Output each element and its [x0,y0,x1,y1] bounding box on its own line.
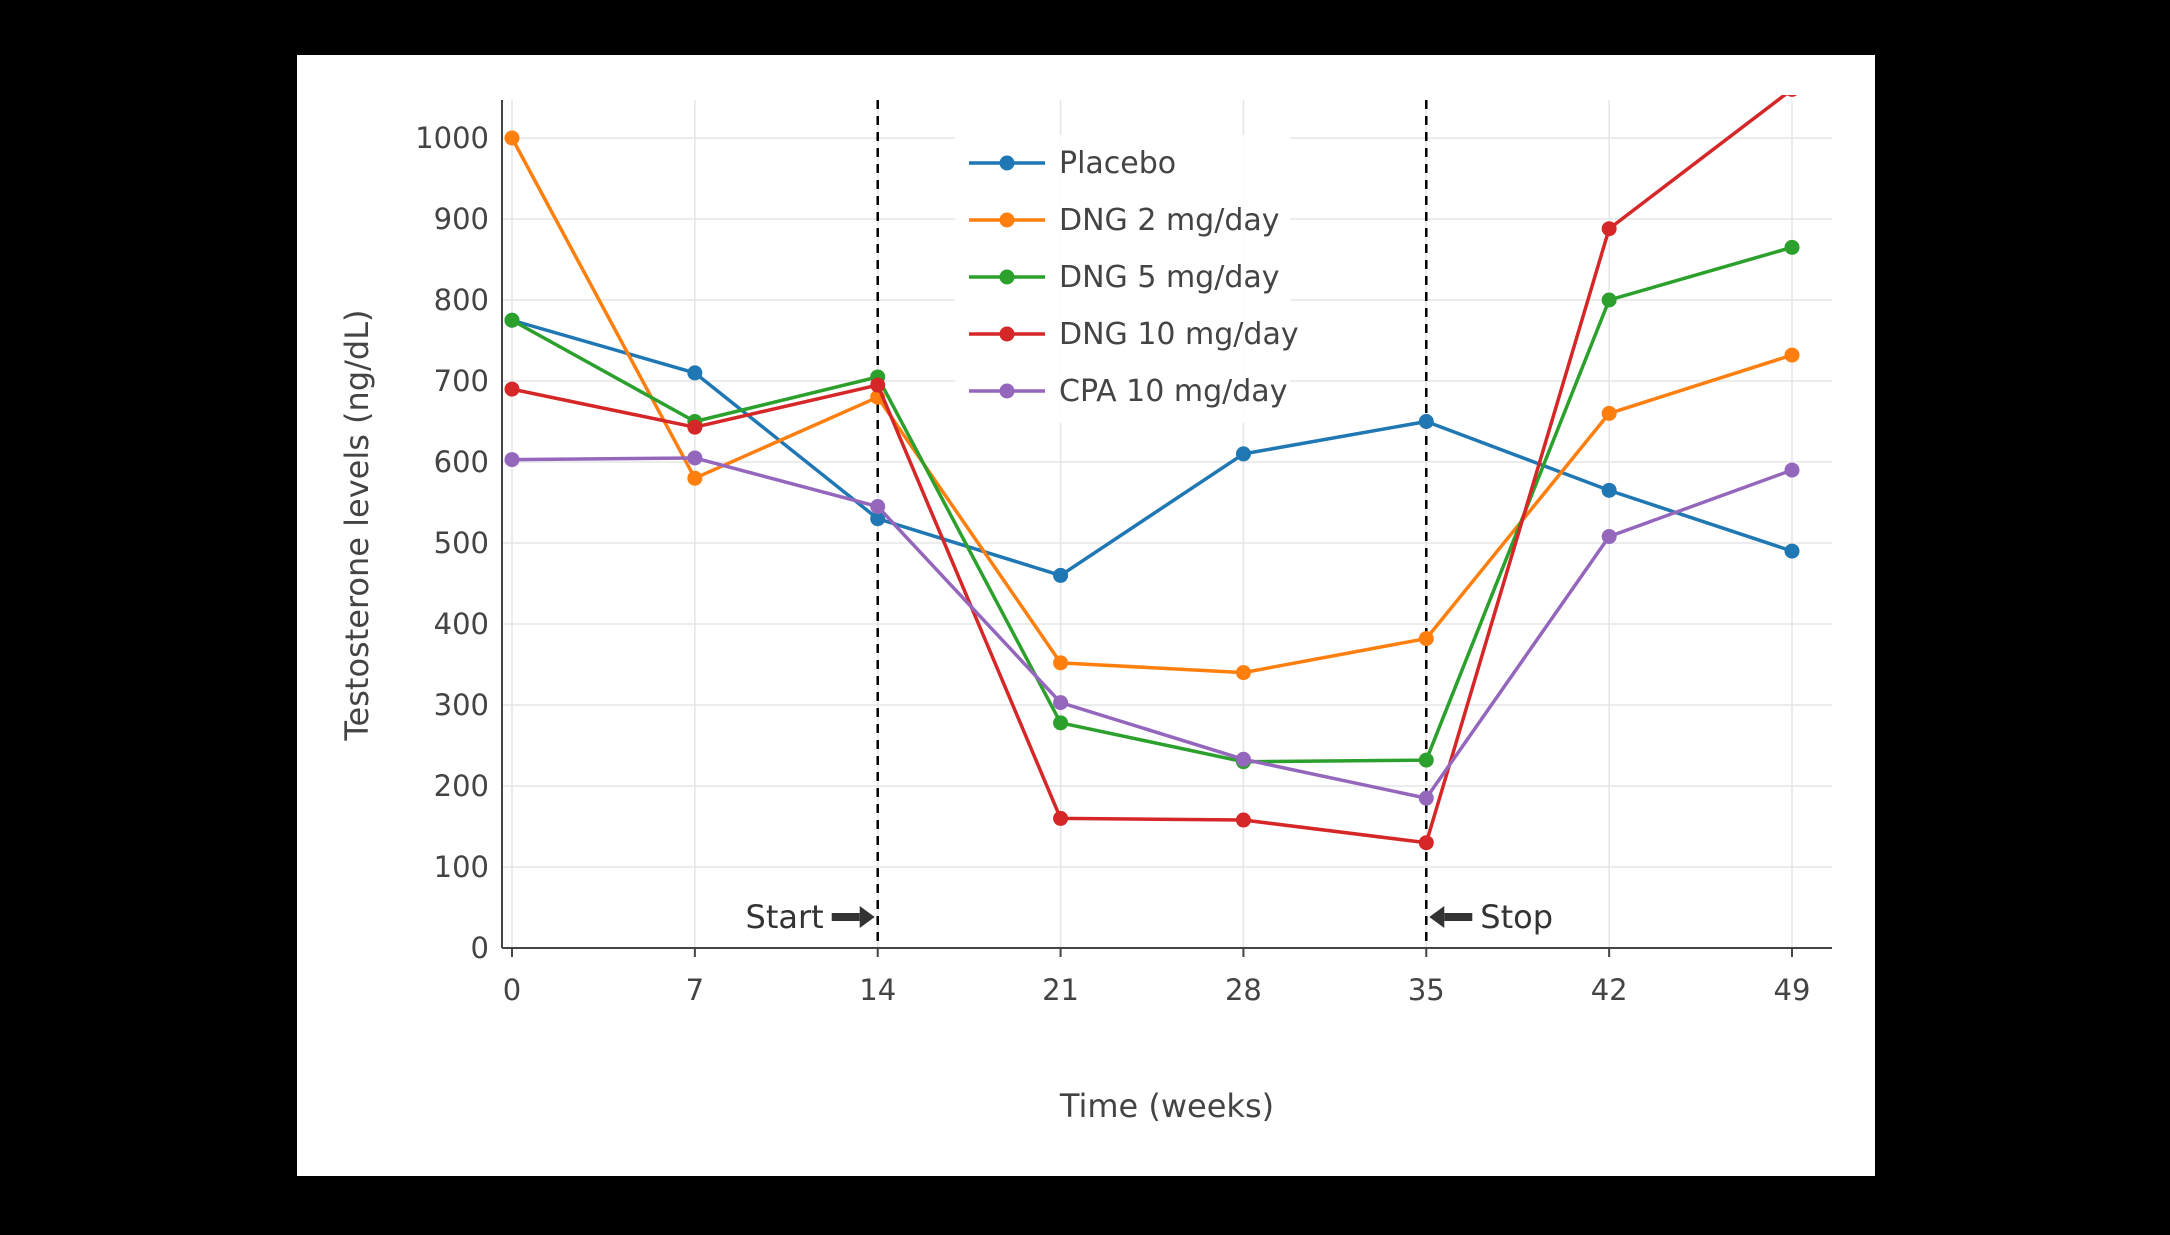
data-point[interactable] [687,450,703,466]
legend-marker-icon [999,155,1015,171]
arrow-right-icon [831,913,860,921]
data-point[interactable] [1601,292,1617,308]
legend-item-placebo[interactable]: Placebo [969,146,1176,181]
data-point[interactable] [687,419,703,435]
y-tick-label: 1000 [415,121,489,155]
data-point[interactable] [1784,543,1800,559]
annotation-start: Start [746,898,875,936]
y-tick-label: 500 [434,526,489,560]
y-axis-title: Testosterone levels (ng/dL) [338,309,376,741]
data-point[interactable] [1784,239,1800,255]
y-tick-label: 700 [434,364,489,398]
annotation-stop: Stop [1429,898,1553,936]
y-tick-label: 100 [434,850,489,884]
x-tick-label: 14 [859,973,896,1007]
y-tick-label: 900 [434,202,489,236]
legend-label: CPA 10 mg/day [1059,374,1287,409]
x-tick-label: 42 [1591,973,1628,1007]
series-line-cpa-10-mg-day [511,456,1793,800]
data-point[interactable] [1601,482,1617,498]
legend-marker-icon [999,383,1015,399]
legend-label: DNG 5 mg/day [1059,260,1280,295]
legend-marker-icon [999,326,1015,342]
data-point[interactable] [1235,665,1251,681]
data-point[interactable] [1053,810,1069,826]
data-point[interactable] [1053,715,1069,731]
y-tick-label: 800 [434,283,489,317]
data-point[interactable] [687,470,703,486]
data-point[interactable] [1601,221,1617,237]
data-point[interactable] [504,452,520,468]
y-tick-label: 200 [434,769,489,803]
x-tick-label: 49 [1774,973,1811,1007]
data-point[interactable] [1784,347,1800,363]
y-tick-label: 600 [434,445,489,479]
data-point[interactable] [1418,790,1434,806]
legend-item-cpa-10-mg-day[interactable]: CPA 10 mg/day [969,374,1287,409]
x-axis-title: Time (weeks) [1059,1087,1275,1125]
annotation-label: Start [746,898,824,936]
data-point[interactable] [1601,529,1617,545]
data-point[interactable] [687,365,703,381]
data-point[interactable] [1784,462,1800,478]
legend: Placebo DNG 2 mg/day DNG 5 mg/day DNG 10 mg… [955,135,1299,423]
legend-item-dng-2-mg-day[interactable]: DNG 2 mg/day [969,203,1280,238]
series-line-dng-10-mg-day [511,95,1788,845]
annotation-label: Stop [1480,898,1553,936]
x-tick-label: 35 [1408,973,1445,1007]
x-tick-label: 7 [686,973,704,1007]
data-point[interactable] [504,381,520,397]
series-line-placebo [511,318,1793,578]
x-tick-label: 21 [1042,973,1079,1007]
arrow-left-icon [1429,906,1445,928]
arrow-left-icon [1444,913,1473,921]
series-line-dng-5-mg-day [511,245,1793,764]
data-point[interactable] [1418,414,1434,429]
chart-panel: 0 7 14 21 28 35 42 49 0 100 200 300 400 500 600 700 800 9… [297,55,1875,1176]
legend-item-dng-10-mg-day[interactable]: DNG 10 mg/day [969,317,1299,352]
legend-marker-icon [999,212,1015,228]
arrow-right-icon [859,906,875,928]
legend-label: DNG 2 mg/day [1059,203,1280,238]
chart-svg: 0 7 14 21 28 35 42 49 0 100 200 300 400 500 600 700 800 9… [415,82,1832,1007]
data-point[interactable] [1053,655,1069,671]
data-point[interactable] [1601,405,1617,421]
data-point[interactable] [1418,752,1434,768]
data-point[interactable] [1053,695,1069,711]
series-group [504,82,1800,851]
data-point[interactable] [504,130,520,146]
data-point[interactable] [870,499,886,515]
data-point[interactable] [1053,567,1069,583]
data-point[interactable] [504,312,520,328]
data-point[interactable] [1418,835,1434,851]
y-tick-label: 0 [471,931,489,965]
data-point[interactable] [1235,812,1251,828]
data-point[interactable] [1235,446,1251,462]
x-tick-label: 0 [503,973,521,1007]
legend-item-dng-5-mg-day[interactable]: DNG 5 mg/day [969,260,1280,295]
axes: 0 7 14 21 28 35 42 49 0 100 200 300 400 500 600 700 800 9… [415,100,1832,1007]
data-point[interactable] [1235,751,1251,767]
data-point[interactable] [1785,82,1800,97]
data-point[interactable] [870,511,886,527]
annotations: Start Stop [746,898,1553,936]
x-tick-label: 28 [1225,973,1262,1007]
legend-label: DNG 10 mg/day [1059,317,1299,352]
y-tick-label: 300 [434,688,489,722]
legend-label: Placebo [1059,146,1176,181]
data-point[interactable] [1418,631,1434,647]
y-tick-label: 400 [434,607,489,641]
legend-marker-icon [999,269,1015,285]
data-point[interactable] [870,377,886,393]
